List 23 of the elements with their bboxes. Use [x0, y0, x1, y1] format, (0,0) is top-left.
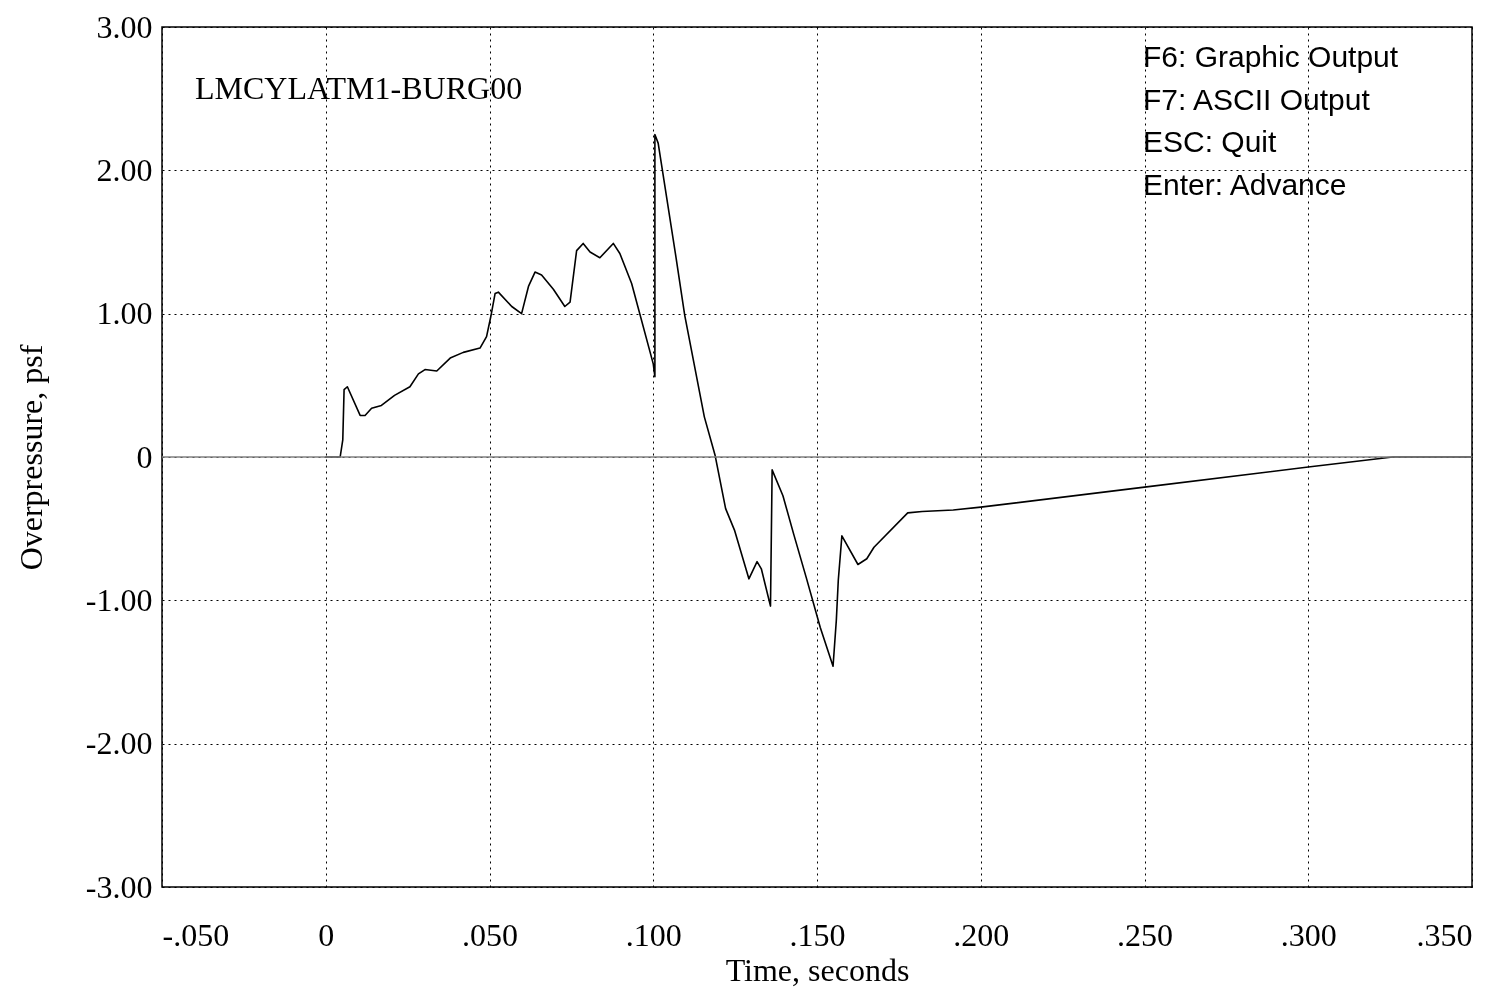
y-tick-label: 2.00 [96, 151, 153, 188]
y-tick-label: 0 [136, 438, 153, 475]
x-tick-label: .350 [1416, 916, 1473, 953]
x-tick-label: .300 [1280, 916, 1337, 953]
x-tick-label: 0 [318, 916, 335, 953]
x-axis-title: Time, seconds [725, 951, 910, 988]
y-tick-label: -2.00 [85, 725, 153, 762]
y-axis-title: Overpressure, psf [12, 344, 49, 571]
y-tick-label: -1.00 [85, 581, 153, 618]
annotation: ESC: Quit [1143, 125, 1278, 158]
annotation: F7: ASCII Output [1143, 82, 1371, 116]
x-tick-label: .150 [789, 916, 846, 953]
y-tick-label: -3.00 [85, 868, 153, 905]
x-tick-label: -.050 [162, 916, 230, 953]
annotation: LMCYLATM1-BURG00 [195, 70, 523, 106]
annotation: Enter: Advance [1143, 167, 1347, 201]
x-tick-label: .200 [953, 916, 1010, 953]
x-tick-label: .250 [1117, 916, 1173, 953]
x-tick-label: .100 [625, 916, 682, 953]
y-tick-label: 1.00 [96, 295, 153, 332]
y-tick-label: 3.00 [96, 8, 153, 45]
x-tick-label: .050 [462, 916, 518, 953]
annotation: F6: Graphic Output [1143, 40, 1399, 73]
